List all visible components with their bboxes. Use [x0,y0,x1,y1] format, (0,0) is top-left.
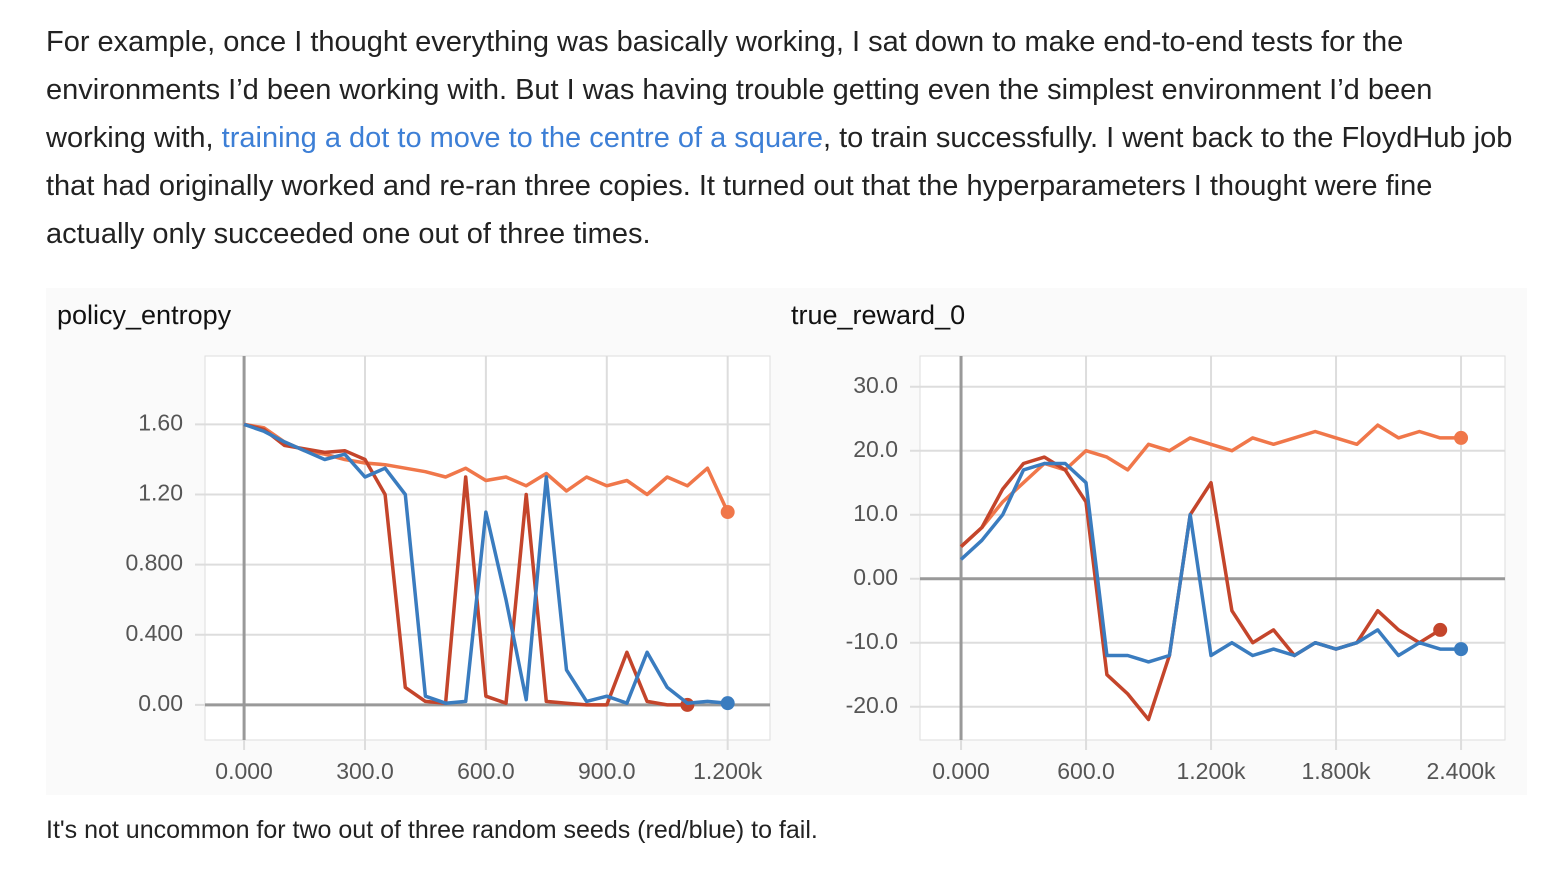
paragraph: For example, once I thought everything w… [46,18,1526,258]
plot-area [919,355,1506,741]
y-tick-label: -10.0 [846,628,898,654]
y-tick-label: 30.0 [853,372,898,398]
y-tick-label: 1.60 [138,409,183,435]
series-line [243,422,688,707]
link[interactable]: training a dot to move to the centre of … [221,122,823,154]
x-tick-label: 0.000 [215,758,273,784]
end-point [1454,642,1469,657]
x-tick-label: 600.0 [1057,758,1115,784]
x-tick-label: 2.400k [1427,758,1497,784]
y-tick-label: 0.00 [138,690,183,716]
series-line [243,422,728,705]
x-tick-label: 900.0 [578,758,636,784]
end-point [1454,430,1469,445]
plot-area [204,355,771,741]
chart-title: policy_entropy [57,300,232,330]
y-tick-label: 0.400 [125,620,183,646]
x-tick-label: 1.800k [1302,758,1372,784]
y-tick-label: 0.00 [853,564,898,590]
x-tick-label: 1.200k [693,758,763,784]
text: For example, once I thought everything w… [46,26,1433,154]
end-point [1433,622,1448,637]
end-point [720,696,735,711]
x-tick-label: 0.000 [932,758,990,784]
series-line [959,455,1442,722]
caption: It's not uncommon for two out of three r… [46,816,818,844]
series-line [243,422,730,513]
y-tick-label: -20.0 [846,692,898,718]
end-point [720,505,735,520]
text: , to train successfully. I went back to … [46,122,1513,250]
x-tick-label: 600.0 [457,758,515,784]
series-line [959,461,1461,664]
y-tick-label: 1.20 [138,480,183,506]
x-tick-label: 1.200k [1177,758,1247,784]
y-tick-label: 10.0 [853,500,898,526]
y-tick-label: 20.0 [853,436,898,462]
chart-title: true_reward_0 [791,300,965,330]
x-tick-label: 300.0 [336,758,394,784]
y-tick-label: 0.800 [125,550,183,576]
